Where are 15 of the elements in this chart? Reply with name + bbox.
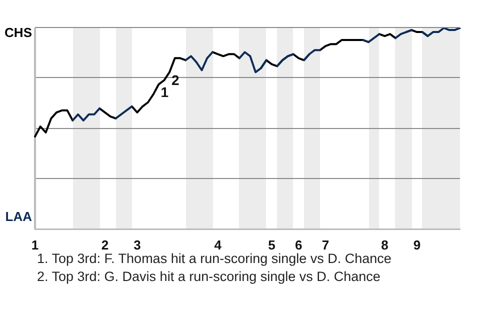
x-tick-label: 3 xyxy=(134,237,141,252)
x-tick-label: 6 xyxy=(294,237,302,252)
x-tick-label: 9 xyxy=(413,237,421,252)
x-tick-label: 8 xyxy=(381,237,388,252)
x-tick-label: 7 xyxy=(322,237,330,252)
annotation: 1 xyxy=(160,84,169,100)
annotation: 2 xyxy=(171,72,180,88)
x-tick-label: 5 xyxy=(268,237,276,252)
text: 2. Top 3rd: G. Davis hit a run-scoring single vs D. Chance xyxy=(37,268,382,286)
text: CHS xyxy=(4,25,32,40)
x-tick-label: 2 xyxy=(101,237,109,252)
x-tick-label: 4 xyxy=(214,237,222,252)
x-tick-label: 1 xyxy=(31,237,39,252)
text: LAA xyxy=(5,209,32,224)
text: 1. Top 3rd: F. Thomas hit a run-scoring single vs D. Chance xyxy=(37,250,392,268)
